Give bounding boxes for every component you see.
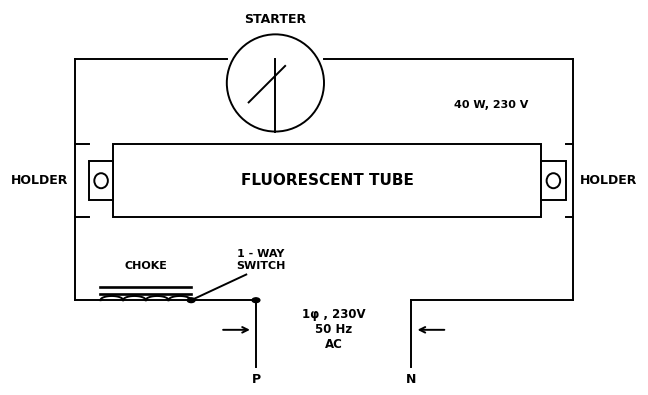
Text: 40 W, 230 V: 40 W, 230 V [454,100,528,110]
Circle shape [252,298,260,303]
Bar [113,144,541,217]
Text: N: N [406,373,417,386]
Text: 1φ , 230V
50 Hz
AC: 1φ , 230V 50 Hz AC [302,308,365,351]
Text: HOLDER: HOLDER [10,174,68,187]
Text: FLUORESCENT TUBE: FLUORESCENT TUBE [241,173,413,188]
Text: 1 - WAY
SWITCH: 1 - WAY SWITCH [237,249,286,271]
Text: HOLDER: HOLDER [580,174,638,187]
Text: CHOKE: CHOKE [124,261,167,271]
Text: P: P [251,373,260,386]
Text: STARTER: STARTER [244,13,307,26]
Bar [541,161,566,201]
Bar [89,161,113,201]
Circle shape [187,298,195,303]
